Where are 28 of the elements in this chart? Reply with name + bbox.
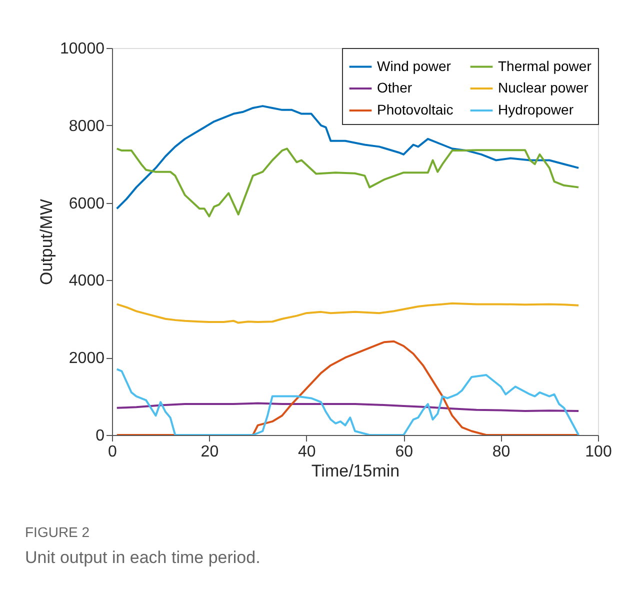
legend-label: Hydropower (498, 102, 574, 118)
y-tick-label: 6000 (68, 195, 105, 212)
legend-label: Wind power (377, 58, 452, 74)
line-series (116, 105, 580, 210)
x-axis-title: Time/15min (311, 462, 400, 480)
y-tick-label: 10000 (60, 40, 105, 58)
text: Unit output in each time period. (25, 548, 260, 567)
line-series (116, 402, 580, 412)
legend-label: Nuclear power (498, 80, 589, 96)
y-tick-label: 0 (96, 428, 105, 444)
x-tick-label: 20 (200, 444, 219, 460)
y-tick-label: 2000 (68, 350, 105, 368)
line-series (116, 368, 580, 435)
legend-label: Other (377, 80, 412, 96)
x-tick-label: 0 (108, 444, 118, 460)
y-axis-title: Output/MW (37, 199, 56, 285)
line-series (116, 340, 580, 435)
y-tick-label: 4000 (68, 272, 105, 290)
x-tick-label: 100 (585, 444, 612, 460)
line-series (116, 302, 580, 324)
x-tick-label: 80 (492, 444, 510, 460)
y-tick-label: 8000 (68, 118, 105, 135)
legend-label: Thermal power (498, 58, 592, 74)
x-tick-label: 40 (298, 444, 316, 460)
legend-label: Photovoltaic (377, 102, 454, 118)
caption: FIGURE 2 (25, 524, 90, 540)
x-tick-label: 60 (395, 444, 414, 460)
line-series (116, 148, 580, 218)
